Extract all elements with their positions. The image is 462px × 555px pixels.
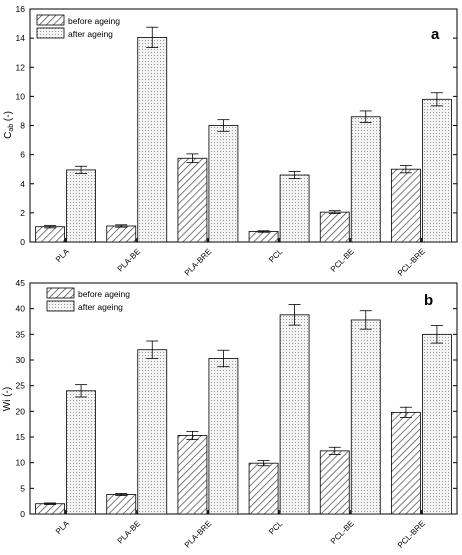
bar-after-ageing <box>350 319 381 515</box>
bar-after-ageing <box>137 349 168 515</box>
y-tick-label: 8 <box>20 121 25 131</box>
y-tick-label: 0 <box>20 237 25 247</box>
bar-after-ageing <box>350 116 381 243</box>
panel-label: a <box>431 26 440 43</box>
bar-after-ageing <box>208 358 239 515</box>
bar-after-ageing <box>66 390 96 515</box>
y-axis-label: Cab (-) <box>3 111 15 139</box>
bars-layer <box>35 304 452 515</box>
bar-after-ageing <box>422 98 452 243</box>
bar-before-ageing <box>35 503 65 515</box>
x-axis: PLA PLA-BE PLA-BRE PCL PCL-BE PCL-BRE <box>54 238 427 278</box>
x-tick-label: PCL-BE <box>329 247 356 274</box>
x-tick-label: PLA-BRE <box>183 519 214 550</box>
y-tick-label: 0 <box>20 509 25 519</box>
x-tick-label: PLA <box>54 519 72 537</box>
bar-before-ageing <box>106 225 137 243</box>
y-tick-label: 30 <box>16 355 26 365</box>
bar-after-ageing <box>279 174 310 243</box>
bar-before-ageing <box>177 435 208 515</box>
y-axis: 0 2 4 6 8 10 12 14 16 <box>16 4 457 247</box>
x-tick-label: PLA-BRE <box>183 247 214 278</box>
y-tick-label: 35 <box>16 329 26 339</box>
bar-before-ageing <box>391 168 421 243</box>
bar-before-ageing <box>391 411 421 515</box>
x-tick-label: PCL <box>267 519 285 537</box>
y-tick-label: 16 <box>16 4 26 14</box>
bar-before-ageing <box>319 450 350 515</box>
legend-label-after: after ageing <box>68 29 113 39</box>
x-tick-label: PLA <box>54 247 72 265</box>
legend: before ageing after ageing <box>46 287 130 312</box>
bar-before-ageing <box>248 462 279 515</box>
bar-before-ageing <box>319 211 350 243</box>
y-tick-label: 10 <box>16 91 26 101</box>
bar-before-ageing <box>177 157 208 243</box>
y-tick-label: 20 <box>16 406 26 416</box>
y-tick-label: 45 <box>16 278 26 288</box>
legend-swatch-after <box>46 300 75 312</box>
panel-label: b <box>424 292 433 309</box>
y-tick-label: 5 <box>20 483 25 493</box>
legend-label-after: after ageing <box>78 302 123 312</box>
y-tick-label: 25 <box>16 381 26 391</box>
y-tick-label: 2 <box>20 208 25 218</box>
plot-frame <box>29 282 458 515</box>
x-tick-label: PLA-BE <box>116 247 142 273</box>
y-axis-label: Wi (-) <box>2 387 13 411</box>
y-axis: 0 5 10 15 20 25 30 35 40 45 <box>16 278 457 519</box>
bar-after-ageing <box>208 125 239 243</box>
bar-after-ageing <box>137 36 168 243</box>
x-tick-label: PLA-BE <box>116 519 142 545</box>
y-tick-label: 40 <box>16 304 26 314</box>
bar-before-ageing <box>106 494 137 515</box>
bar-before-ageing <box>248 231 279 243</box>
y-tick-label: 12 <box>16 62 26 72</box>
bars-layer <box>35 26 452 243</box>
chart-panel-b: 0 5 10 15 20 25 30 35 40 45 PLA PLA-BE PLA-BRE PCL PC… <box>2 278 458 550</box>
bar-after-ageing <box>422 333 452 515</box>
y-tick-label: 10 <box>16 458 26 468</box>
legend-swatch-after <box>36 27 65 39</box>
legend-label-before: before ageing <box>78 289 130 299</box>
x-tick-label: PCL-BE <box>329 519 356 546</box>
legend: before ageing after ageing <box>36 14 120 39</box>
x-tick-label: PCL-BRE <box>396 519 427 550</box>
legend-label-before: before ageing <box>68 16 120 26</box>
legend-swatch-before <box>36 14 65 26</box>
y-tick-label: 4 <box>20 179 25 189</box>
x-tick-label: PCL <box>267 247 285 265</box>
y-tick-label: 15 <box>16 432 26 442</box>
y-tick-label: 14 <box>16 33 26 43</box>
y-tick-label: 6 <box>20 150 25 160</box>
bar-before-ageing <box>35 226 65 243</box>
bar-after-ageing <box>279 314 310 515</box>
legend-swatch-before <box>46 287 75 299</box>
x-axis: PLA PLA-BE PLA-BRE PCL PCL-BE PCL-BRE <box>54 510 427 550</box>
bar-after-ageing <box>66 169 96 243</box>
x-tick-label: PCL-BRE <box>396 247 427 278</box>
